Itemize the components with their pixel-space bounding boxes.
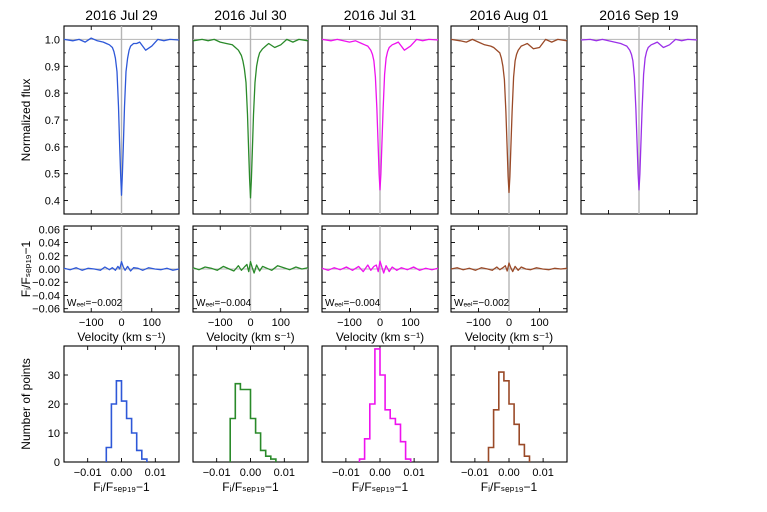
y-axis-label: Fᵢ/Fₛₑₚ₁₉−1 [19,240,33,297]
y-tick-label: 10 [48,428,60,440]
x-axis-label: Fᵢ/Fₛₑₚ₁₉−1 [93,480,150,494]
panel-flux-jul30: 2016 Jul 30 [192,7,309,215]
x-axis-label: Velocity (km s⁻¹) [206,330,294,344]
series-line [192,261,309,274]
y-tick-label: 0 [54,457,60,469]
y-tick-label: 0.4 [45,196,60,208]
y-tick-label: 0.00 [39,264,60,276]
y-tick-label: 0.7 [45,115,60,127]
x-tick-label: −0.01 [203,467,231,479]
y-tick-label: −0.04 [32,290,60,302]
y-axis-label: Number of points [19,358,33,449]
y-tick-label: −0.06 [32,304,60,316]
y-axis-label: Normalized flux [19,79,33,162]
y-tick-label: 0.06 [39,224,60,236]
x-axis-label: Velocity (km s⁻¹) [336,330,424,344]
panel-flux-jul31: 2016 Jul 31 [321,7,439,215]
panel-flux-jul29: 2016 Jul 29 0.4 0.5 0.6 0.7 0.8 0.9 1.0 Normaliz… [19,7,180,215]
y-tick-label: 0.02 [39,251,60,263]
series-line [63,261,180,272]
x-tick-label: 100 [272,317,290,329]
histogram-steps [105,380,148,462]
x-axis-label: Fᵢ/Fₛₑₚ₁₉−1 [352,480,409,494]
equivalent-width-annotation: Wₑₑₗ=−0.004 [325,298,381,309]
x-tick-label: 0 [118,317,124,329]
x-axis-label: Velocity (km s⁻¹) [77,330,165,344]
histogram-steps [358,348,412,462]
y-tick-label: −0.02 [32,277,60,289]
series-line [450,38,568,194]
x-tick-label: 0.01 [403,467,424,479]
x-tick-label: −100 [79,317,104,329]
x-tick-label: 0 [377,317,383,329]
histogram-steps [229,382,277,462]
series-line [580,38,698,191]
equivalent-width-annotation: Wₑₑₗ=−0.004 [196,298,252,309]
x-tick-label: −0.01 [332,467,360,479]
x-axis-label: Fᵢ/Fₛₑₚ₁₉−1 [481,480,538,494]
x-tick-label: 0.00 [111,467,132,479]
x-tick-label: 100 [530,317,548,329]
y-tick-label: 20 [48,399,60,411]
plot-frame [63,345,180,463]
x-tick-label: 0.00 [369,467,390,479]
x-tick-label: 0 [247,317,253,329]
x-tick-label: 0.01 [145,467,166,479]
x-tick-label: 0.00 [498,467,519,479]
x-tick-label: −0.01 [461,467,489,479]
series-line [450,262,568,273]
x-tick-label: −0.01 [74,467,102,479]
x-tick-label: −100 [208,317,233,329]
y-tick-label: 0.8 [45,88,60,100]
series-line [321,38,439,191]
x-tick-label: 0.01 [274,467,295,479]
y-tick-label: 0.04 [39,238,60,250]
y-tick-label: 0.5 [45,169,60,181]
x-axis-label: Fᵢ/Fₛₑₚ₁₉−1 [222,480,279,494]
panel-title: 2016 Jul 30 [214,7,287,23]
series-line [321,260,439,274]
equivalent-width-annotation: Wₑₑₗ=−0.002 [67,298,123,309]
panel-flux-aug01: 2016 Aug 01 [450,7,568,215]
panel-title: 2016 Jul 29 [85,7,158,23]
y-tick-label: 30 [48,370,60,382]
panel-title: 2016 Aug 01 [470,7,549,23]
y-tick-label: 0.9 [45,61,60,73]
panel-ratio-jul29: −0.06 −0.04−0.020.000.020.04 0.06 −100 0 100V… [19,224,180,344]
y-tick-label: 0.6 [45,142,60,154]
series-line [192,38,309,199]
x-tick-label: 0.01 [532,467,553,479]
x-tick-label: 0.00 [240,467,261,479]
x-tick-label: 100 [143,317,161,329]
panel-title: 2016 Jul 31 [344,7,417,23]
series-line [63,37,180,196]
x-tick-label: −100 [466,317,491,329]
histogram-steps [487,371,531,462]
y-tick-label: 1.0 [45,34,60,46]
x-axis-label: Velocity (km s⁻¹) [465,330,553,344]
equivalent-width-annotation: Wₑₑₗ=−0.002 [454,298,510,309]
panel-title: 2016 Sep 19 [599,7,679,23]
panel-flux-sep19: 2016 Sep 19 [580,7,698,215]
x-tick-label: 100 [401,317,419,329]
x-tick-label: −100 [337,317,362,329]
x-tick-label: 0 [506,317,512,329]
